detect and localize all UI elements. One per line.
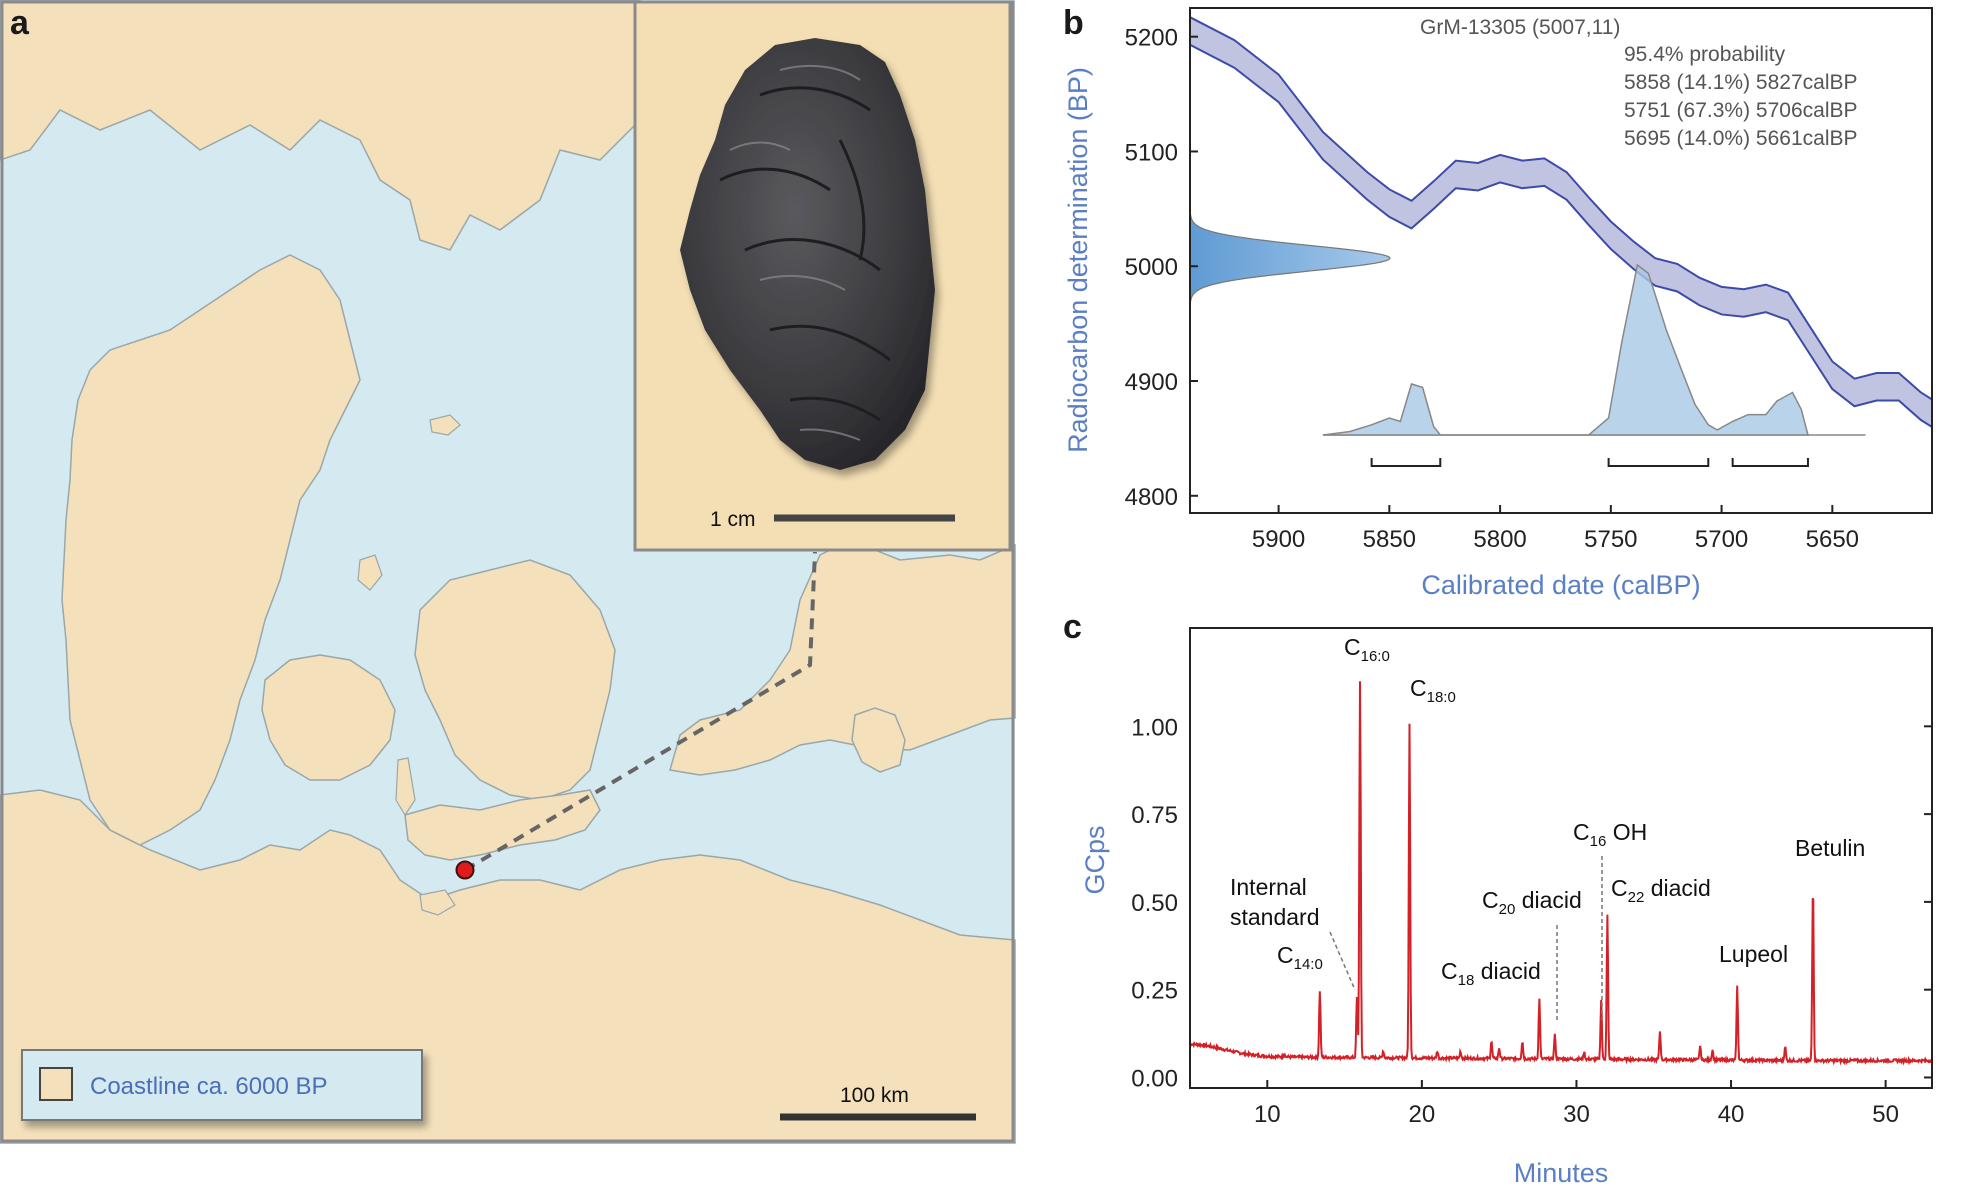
pitch-object-folds <box>719 86 891 422</box>
map-legend <box>21 1049 423 1121</box>
map-land-island-langeland <box>395 757 416 817</box>
panel-c: c 10 20 30 40 50 0.00 0.25 0.50 0.75 1.00 Minutes… <box>1063 608 1933 1188</box>
legend-swatch <box>39 1067 73 1101</box>
x-tick-label-5900: 5900 <box>1252 526 1305 553</box>
peak-label-c16-oh: C16 OH <box>1573 819 1647 850</box>
range-bracket-1 <box>1370 458 1442 467</box>
y-tick-label-5200: 5200 <box>1125 25 1178 52</box>
c-x-tick-label-30: 30 <box>1563 1101 1590 1128</box>
y-tick-label-5100: 5100 <box>1125 139 1178 166</box>
map-scale-label: 100 km <box>840 1084 909 1107</box>
map-land-island-fehmarn <box>419 889 456 916</box>
map-frame <box>0 0 1015 1143</box>
panel-c-y-axis-title: GCps <box>1080 825 1110 894</box>
panel-c-ticks: 10 20 30 40 50 0.00 0.25 0.50 0.75 1.00 <box>1131 714 1932 1128</box>
map-land-bornholm <box>851 707 906 773</box>
c-x-tick-label-10: 10 <box>1254 1101 1281 1128</box>
pitch-object-image <box>680 38 935 470</box>
c-x-tick-label-20: 20 <box>1409 1101 1436 1128</box>
panel-c-frame <box>1189 627 1933 1089</box>
panel-b-range-2: 5751 (67.3%) 5706calBP <box>1624 99 1858 122</box>
map-land-jutland <box>61 254 361 846</box>
map-panel: 1 cm Coastline ca. 6000 BP 100 km a <box>0 0 1016 1144</box>
range-bracket-3 <box>1731 458 1809 467</box>
y-tick-label-4900: 4900 <box>1125 369 1178 396</box>
map-legend-box <box>21 1049 423 1121</box>
legend-label: Coastline ca. 6000 BP <box>90 1073 327 1100</box>
x-tick-label-5700: 5700 <box>1695 526 1748 553</box>
panel-letter-c: c <box>1063 608 1082 646</box>
peak-label-c16: C16:0 <box>1344 634 1390 665</box>
leader-internal-standard <box>1329 931 1356 991</box>
panel-b: b 5900 5850 5800 5750 5700 5650 4800 4900 5000 51… <box>1063 4 1933 600</box>
peak-label-c20-diacid: C20 diacid <box>1482 887 1582 918</box>
peak-label-c18-diacid: C18 diacid <box>1441 958 1541 989</box>
pitch-object-highlights <box>729 64 861 441</box>
x-tick-label-5650: 5650 <box>1806 526 1859 553</box>
inset-photo: 1 cm <box>633 0 1012 552</box>
panel-c-x-axis-title: Minutes <box>1514 1158 1609 1188</box>
c-y-tick-label-0.75: 0.75 <box>1131 802 1178 829</box>
peak-label-lupeol: Lupeol <box>1719 941 1788 967</box>
map-connector-line <box>463 551 817 872</box>
x-tick-label-5750: 5750 <box>1584 526 1637 553</box>
peak-label-internal-standard-2: standard <box>1230 904 1320 930</box>
panel-b-frame <box>1189 7 1933 514</box>
x-tick-label-5800: 5800 <box>1473 526 1526 553</box>
panel-b-sample-id: GrM-13305 (5007,11) <box>1420 16 1620 39</box>
panel-c-plot <box>1189 680 1933 1066</box>
peak-label-c22-diacid: C22 diacid <box>1611 875 1711 906</box>
map-land-lolland <box>404 789 601 861</box>
panel-letter-b: b <box>1063 4 1084 42</box>
c-y-tick-label-0.25: 0.25 <box>1131 978 1178 1005</box>
range-bracket-2 <box>1607 458 1710 467</box>
c-y-tick-label-1.00: 1.00 <box>1131 714 1178 741</box>
panel-b-y-axis-title: Radiocarbon determination (BP) <box>1063 67 1093 453</box>
map-land-zealand <box>414 559 616 801</box>
panel-b-ticks: 5900 5850 5800 5750 5700 5650 4800 4900 5000 5100… <box>1125 25 1859 553</box>
panel-b-range-3: 5695 (14.0%) 5661calBP <box>1624 127 1858 150</box>
inset-scale-label: 1 cm <box>710 508 756 531</box>
map-land-island-samso <box>357 554 383 591</box>
panel-b-range-1: 5858 (14.1%) 5827calBP <box>1624 71 1858 94</box>
c-y-tick-label-0.50: 0.50 <box>1131 890 1178 917</box>
x-tick-label-5850: 5850 <box>1363 526 1416 553</box>
map-land-scandinavia <box>0 0 641 251</box>
peak-label-c18: C18:0 <box>1410 675 1456 706</box>
map-land-funen <box>261 654 396 781</box>
y-tick-label-4800: 4800 <box>1125 484 1178 511</box>
peak-label-internal-standard-1: Internal <box>1230 874 1307 900</box>
peak-label-c14: C14:0 <box>1277 942 1323 973</box>
panel-letter-a: a <box>10 4 30 42</box>
panel-b-x-axis-title: Calibrated date (calBP) <box>1421 570 1700 600</box>
c-x-tick-label-40: 40 <box>1718 1101 1745 1128</box>
calibrated-distribution <box>1322 263 1809 436</box>
peak-label-betulin: Betulin <box>1795 835 1865 861</box>
y-tick-label-5000: 5000 <box>1125 254 1178 281</box>
panel-b-probability: 95.4% probability <box>1624 43 1786 66</box>
c-x-tick-label-50: 50 <box>1872 1101 1899 1128</box>
map-land-island-anholt <box>429 414 461 436</box>
chromatogram-trace <box>1189 681 1933 1066</box>
measurement-distribution <box>1189 207 1391 310</box>
c-y-tick-label-0.00: 0.00 <box>1131 1065 1178 1092</box>
site-marker <box>455 860 475 880</box>
